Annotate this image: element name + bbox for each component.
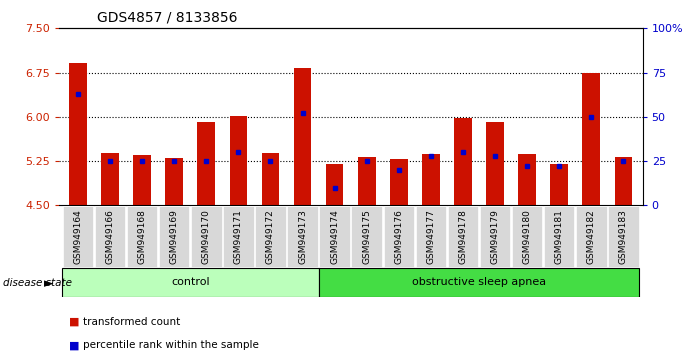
Bar: [229, 116, 247, 205]
FancyBboxPatch shape: [223, 206, 254, 267]
Text: GSM949174: GSM949174: [330, 209, 339, 264]
Text: GSM949176: GSM949176: [395, 209, 404, 264]
Text: GSM949171: GSM949171: [234, 209, 243, 264]
FancyBboxPatch shape: [191, 206, 222, 267]
Text: GSM949166: GSM949166: [106, 209, 115, 264]
FancyBboxPatch shape: [159, 206, 189, 267]
Text: GSM949175: GSM949175: [362, 209, 371, 264]
Text: GSM949181: GSM949181: [555, 209, 564, 264]
Bar: [326, 164, 343, 205]
Text: GSM949172: GSM949172: [266, 209, 275, 264]
Bar: [390, 159, 408, 205]
Bar: [198, 121, 215, 205]
Text: transformed count: transformed count: [83, 317, 180, 327]
FancyBboxPatch shape: [287, 206, 318, 267]
Text: GSM949177: GSM949177: [426, 209, 435, 264]
FancyBboxPatch shape: [319, 268, 639, 297]
Text: GSM949168: GSM949168: [138, 209, 146, 264]
Text: GSM949183: GSM949183: [619, 209, 628, 264]
Bar: [454, 118, 472, 205]
Bar: [165, 158, 183, 205]
FancyBboxPatch shape: [63, 206, 93, 267]
Text: disease state: disease state: [3, 278, 73, 288]
Bar: [422, 154, 439, 205]
FancyBboxPatch shape: [544, 206, 574, 267]
Bar: [583, 73, 600, 205]
FancyBboxPatch shape: [127, 206, 158, 267]
Bar: [69, 63, 87, 205]
Text: GSM949180: GSM949180: [522, 209, 531, 264]
FancyBboxPatch shape: [576, 206, 607, 267]
Bar: [262, 153, 279, 205]
FancyBboxPatch shape: [512, 206, 542, 267]
FancyBboxPatch shape: [319, 206, 350, 267]
Bar: [102, 153, 119, 205]
Bar: [133, 155, 151, 205]
FancyBboxPatch shape: [480, 206, 510, 267]
Bar: [486, 121, 504, 205]
Text: GSM949179: GSM949179: [491, 209, 500, 264]
Text: ■: ■: [69, 317, 79, 327]
Bar: [551, 164, 568, 205]
Text: ■: ■: [69, 340, 79, 350]
FancyBboxPatch shape: [255, 206, 285, 267]
Bar: [614, 157, 632, 205]
FancyBboxPatch shape: [95, 206, 125, 267]
FancyBboxPatch shape: [448, 206, 478, 267]
Text: percentile rank within the sample: percentile rank within the sample: [83, 340, 259, 350]
FancyBboxPatch shape: [62, 268, 319, 297]
FancyBboxPatch shape: [416, 206, 446, 267]
Text: obstructive sleep apnea: obstructive sleep apnea: [412, 277, 546, 287]
Text: GSM949182: GSM949182: [587, 209, 596, 264]
Text: GSM949173: GSM949173: [298, 209, 307, 264]
Text: GSM949169: GSM949169: [170, 209, 179, 264]
Text: control: control: [171, 277, 209, 287]
Text: GSM949178: GSM949178: [458, 209, 468, 264]
Text: ►: ►: [44, 277, 54, 290]
Bar: [518, 154, 536, 205]
FancyBboxPatch shape: [352, 206, 382, 267]
Text: GDS4857 / 8133856: GDS4857 / 8133856: [97, 11, 237, 25]
Text: GSM949170: GSM949170: [202, 209, 211, 264]
Bar: [294, 68, 312, 205]
Bar: [358, 157, 375, 205]
FancyBboxPatch shape: [384, 206, 414, 267]
Text: GSM949164: GSM949164: [73, 209, 82, 264]
FancyBboxPatch shape: [608, 206, 638, 267]
